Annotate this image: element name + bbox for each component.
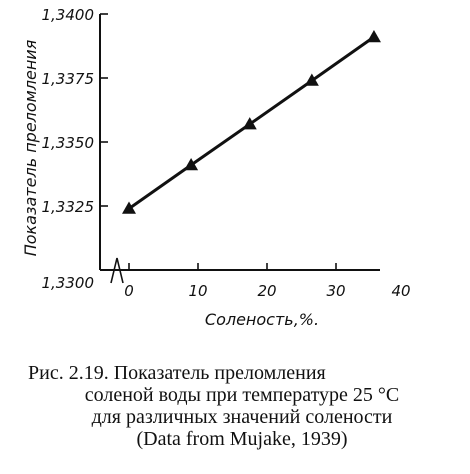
refractive-index-chart: 1,3400 1,3375 1,3350 1,3325 1,3300 0 10 … [21,6,411,329]
caption-line: соленой воды при температуре 25 °С [84,384,400,406]
figure-caption: Рис. 2.19. Показатель преломления солено… [22,362,462,450]
y-tick-label: 1,3400 [42,6,95,24]
data-point-triangle [184,158,199,171]
axes [99,14,380,284]
x-tick-label: 40 [391,282,410,300]
data-point-triangle [122,201,136,214]
data-point-triangle [242,117,257,130]
x-ticks: 0 10 20 30 40 [124,263,411,300]
x-tick-label: 30 [326,282,345,300]
x-tick-label: 20 [257,282,276,300]
y-tick-label: 1,3350 [42,134,95,152]
y-tick-label: 1,3325 [42,198,95,216]
y-axis-title: Показатель преломления [21,39,40,256]
data-markers [122,30,381,214]
caption-line: (Data from Mujake, 1939) [136,428,348,450]
x-axis-title: Соленость,%. [205,310,319,329]
caption-line: Рис. 2.19. Показатель преломления [28,362,326,384]
data-point-triangle [304,73,319,86]
axis-break-mark [110,257,124,284]
x-tick-label: 10 [188,282,207,300]
y-ticks: 1,3400 1,3375 1,3350 1,3325 1,3300 [42,6,108,292]
x-tick-label: 0 [124,282,134,300]
data-point-triangle [366,30,381,43]
y-tick-label: 1,3375 [42,70,95,88]
y-tick-label: 1,3300 [42,274,95,292]
caption-line: для различных значений солености [91,406,393,428]
